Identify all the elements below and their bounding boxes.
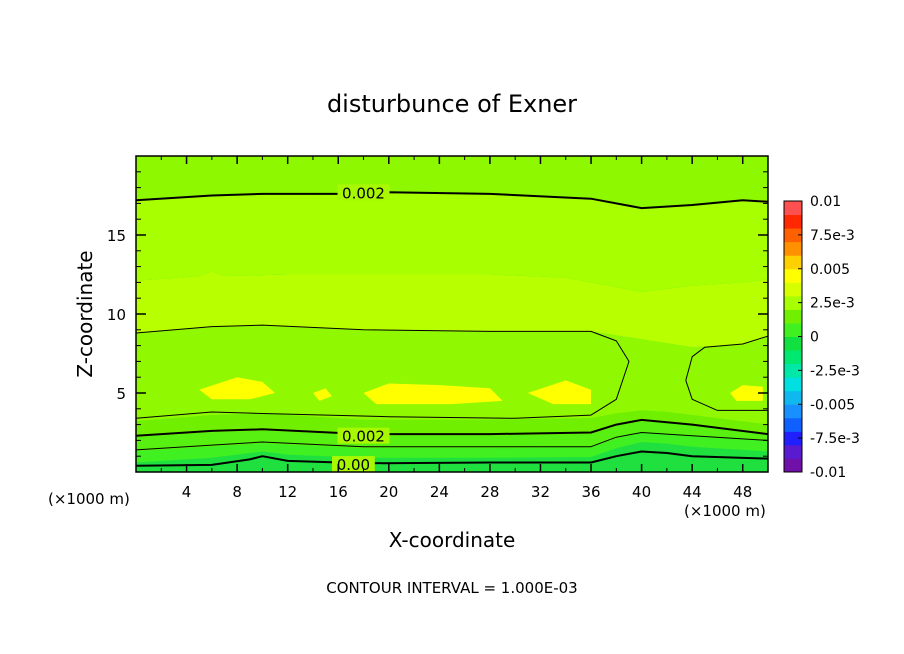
contour-band bbox=[136, 421, 768, 452]
colorbar-swatch bbox=[784, 417, 802, 432]
x-unit-left: (×1000 m) bbox=[48, 490, 130, 508]
colorbar-swatch bbox=[784, 282, 802, 297]
colorbar-swatch bbox=[784, 309, 802, 324]
x-unit-right: (×1000 m) bbox=[684, 502, 766, 520]
contour-line bbox=[685, 335, 768, 411]
contour-label-bg bbox=[337, 427, 390, 444]
colorbar-swatch bbox=[784, 458, 802, 473]
colorbar-swatch bbox=[784, 390, 802, 405]
x-tick-label: 4 bbox=[182, 483, 192, 501]
colorbar-swatch bbox=[784, 228, 802, 243]
colorbar-swatch bbox=[784, 214, 802, 229]
x-tick-label: 20 bbox=[379, 483, 398, 501]
chart-title: disturbunce of Exner bbox=[327, 90, 577, 118]
x-tick-label: 12 bbox=[278, 483, 297, 501]
colorbar-swatch bbox=[784, 377, 802, 392]
x-axis-label: X-coordinate bbox=[389, 528, 516, 552]
x-tick-label: 44 bbox=[683, 483, 702, 501]
colorbar-swatch bbox=[784, 241, 802, 256]
y-axis-ticks: 5 10 15 bbox=[107, 171, 768, 457]
colorbar-swatch bbox=[784, 322, 802, 337]
colorbar-swatch bbox=[784, 350, 802, 365]
colorbar-label: -2.5e-3 bbox=[810, 363, 860, 379]
colorbar-label: 2.5e-3 bbox=[810, 296, 855, 312]
y-tick-label: 15 bbox=[107, 227, 126, 245]
contour-label: 0.002 bbox=[342, 184, 385, 202]
colorbar-labels: 0.01 7.5e-3 0.005 2.5e-3 0 -2.5e-3 -0.005 -7.5e… bbox=[798, 194, 860, 481]
colorbar-label: 0 bbox=[810, 330, 819, 346]
colorbar-swatch bbox=[784, 336, 802, 351]
contour-line bbox=[136, 324, 630, 419]
x-tick-label: 48 bbox=[733, 483, 752, 501]
colorbar-label: -0.01 bbox=[810, 465, 846, 481]
x-tick-label: 16 bbox=[329, 483, 348, 501]
colorbar-swatch bbox=[784, 201, 802, 216]
maximum-patch bbox=[199, 377, 275, 400]
contour-fill bbox=[136, 156, 768, 472]
maximum-patch bbox=[527, 380, 591, 405]
x-tick-label: 8 bbox=[232, 483, 242, 501]
maximum-patch bbox=[730, 385, 763, 401]
contour-band bbox=[136, 271, 768, 348]
x-tick-label: 24 bbox=[430, 483, 449, 501]
x-tick-label: 40 bbox=[632, 483, 651, 501]
x-tick-label: 32 bbox=[531, 483, 550, 501]
contour-line bbox=[136, 432, 768, 451]
contour-label-bg bbox=[337, 184, 390, 201]
contour-band bbox=[136, 156, 768, 209]
contour-label: 0.00 bbox=[337, 456, 370, 474]
contour-label-bg bbox=[332, 456, 375, 473]
colorbar-swatch bbox=[784, 295, 802, 310]
y-tick-label: 5 bbox=[116, 385, 126, 403]
contour-line bbox=[136, 450, 768, 467]
colorbar-label: -0.005 bbox=[810, 397, 855, 413]
colorbar bbox=[783, 200, 803, 473]
contour-interval-text: CONTOUR INTERVAL = 1.000E-03 bbox=[326, 579, 577, 597]
colorbar-label: -7.5e-3 bbox=[810, 431, 860, 447]
contour-labels: 0.002 0.002 0.00 bbox=[332, 184, 390, 474]
contour-line bbox=[136, 418, 768, 437]
colorbar-swatch bbox=[784, 255, 802, 270]
contour-band bbox=[136, 432, 768, 463]
colorbar-label: 0.005 bbox=[810, 262, 850, 278]
maximum-patch bbox=[313, 388, 332, 401]
colorbar-swatch bbox=[784, 363, 802, 378]
x-axis-ticks: 4 8 12 16 20 24 28 32 36 40 44 48 bbox=[160, 156, 752, 501]
colorbar-swatch bbox=[784, 404, 802, 419]
colorbar-swatch bbox=[784, 268, 802, 283]
x-tick-label: 28 bbox=[480, 483, 499, 501]
colorbar-swatch bbox=[784, 431, 802, 446]
contour-lines bbox=[136, 191, 768, 467]
colorbar-label: 7.5e-3 bbox=[810, 228, 855, 244]
y-tick-label: 10 bbox=[107, 306, 126, 324]
contour-band bbox=[136, 192, 768, 292]
colorbar-swatch bbox=[784, 444, 802, 459]
x-tick-label: 36 bbox=[581, 483, 600, 501]
contour-band bbox=[136, 325, 768, 425]
y-axis-label: Z-coordinate bbox=[73, 250, 97, 377]
maximum-patch bbox=[363, 383, 503, 405]
colorbar-label: 0.01 bbox=[810, 194, 841, 210]
contour-line bbox=[136, 191, 768, 210]
contour-label: 0.002 bbox=[342, 428, 385, 446]
